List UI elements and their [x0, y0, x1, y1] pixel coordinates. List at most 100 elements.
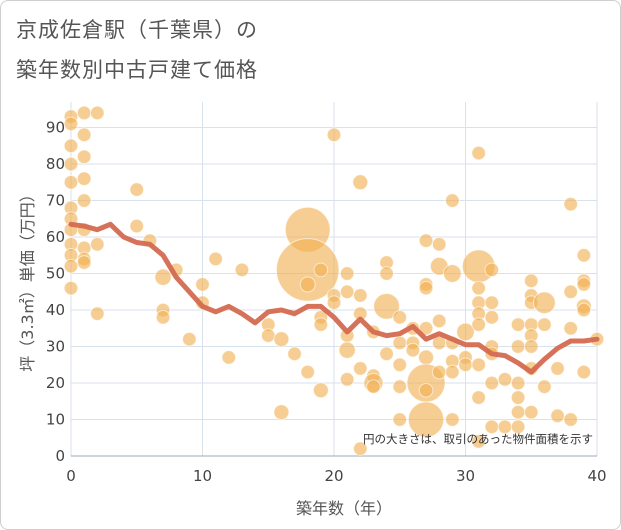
- bubble-point: [523, 404, 539, 420]
- bubble-point: [563, 196, 579, 212]
- bubble-point: [338, 341, 356, 359]
- bubble-point: [418, 320, 434, 336]
- bubble-point: [260, 328, 276, 343]
- bubble-point: [90, 105, 105, 121]
- y-tick-label: 60: [46, 228, 65, 246]
- bubble-point: [90, 306, 105, 321]
- y-axis-label: 坪（3.3㎡）単価（万円）: [18, 186, 37, 371]
- bubble-point: [471, 317, 486, 332]
- bubble-point: [418, 349, 435, 366]
- x-tick-label: 40: [587, 467, 606, 485]
- bubble-point: [510, 375, 526, 391]
- bubble-point: [510, 390, 526, 405]
- bubble-point: [76, 255, 92, 270]
- bubble-point: [63, 258, 79, 274]
- bubble-point: [563, 284, 579, 300]
- bubble-point: [76, 127, 92, 143]
- bubble-point: [418, 280, 434, 296]
- bubble-size-note: 円の大きさは、取引のあった物件面積を示す: [363, 432, 593, 446]
- y-tick-label: 80: [46, 155, 65, 173]
- bubble-point: [484, 310, 500, 325]
- bubble-point: [339, 266, 355, 281]
- bubble-point: [221, 350, 237, 365]
- bubble-point: [326, 295, 342, 311]
- bubble-point: [407, 401, 445, 438]
- bubble-point: [155, 310, 171, 325]
- bubble-point: [576, 364, 592, 380]
- bubble-point: [76, 193, 92, 208]
- bubble-point: [287, 346, 302, 362]
- bubble-point: [471, 145, 486, 161]
- bubble-point: [392, 412, 408, 427]
- y-tick-label: 0: [55, 447, 65, 465]
- bubble-point: [510, 404, 526, 420]
- bubble-point: [418, 383, 434, 398]
- bubble-point: [63, 116, 79, 132]
- bubble-point: [76, 105, 92, 121]
- bubble-point: [366, 379, 381, 394]
- bubble-point: [418, 233, 434, 248]
- bubble-point: [299, 276, 316, 293]
- y-tick-label: 70: [46, 192, 65, 210]
- bubble-point: [443, 264, 462, 283]
- bubble-point: [275, 238, 340, 302]
- bubble-point: [353, 288, 368, 303]
- bubble-point: [76, 171, 92, 186]
- bubble-point: [195, 277, 210, 292]
- chart-title-line1: 京成佐倉駅（千葉県）の: [16, 18, 258, 42]
- y-tick-label: 40: [46, 301, 65, 319]
- bubble-point: [563, 412, 579, 427]
- bubble-point: [458, 357, 473, 373]
- bubble-point: [352, 174, 369, 191]
- x-tick-label: 0: [66, 467, 76, 485]
- bubble-point: [300, 364, 316, 380]
- bubble-point: [471, 280, 486, 296]
- y-tick-label: 20: [46, 374, 65, 392]
- bubble-point: [533, 291, 556, 315]
- bubble-point: [537, 317, 552, 332]
- bubble-point: [392, 335, 408, 351]
- bubble-point: [353, 441, 368, 457]
- bubble-point: [523, 339, 539, 354]
- bubble-point: [445, 364, 460, 380]
- bubble-point: [445, 412, 460, 427]
- bubble-point: [313, 262, 329, 278]
- bubble-point: [313, 317, 329, 332]
- x-tick-label: 20: [324, 467, 343, 485]
- bubble-point: [129, 182, 145, 197]
- bubble-point: [182, 331, 197, 347]
- y-tick-label: 30: [46, 338, 65, 356]
- bubble-point: [510, 317, 526, 332]
- bubble-point: [76, 149, 92, 165]
- bubble-point: [405, 342, 421, 358]
- bubble-point: [576, 302, 592, 318]
- bubble-point: [431, 237, 447, 252]
- bubble-point: [392, 379, 408, 394]
- y-tick-label: 10: [46, 411, 65, 429]
- x-tick-label: 10: [193, 467, 212, 485]
- bubble-point: [471, 390, 486, 405]
- bubble-point: [63, 174, 79, 190]
- bubble-point: [339, 284, 355, 300]
- x-tick-label: 30: [456, 467, 475, 485]
- bubble-point: [273, 331, 290, 348]
- bubble-point: [497, 372, 513, 387]
- bubble-point: [63, 156, 79, 172]
- bubble-point: [431, 364, 447, 380]
- bubble-point: [392, 310, 408, 325]
- bubble-point: [484, 375, 500, 391]
- bubble-point: [339, 372, 355, 387]
- bubble-point: [373, 292, 401, 320]
- y-axis-ticks: 0 10 20 30 40 50 60 70 80 90: [46, 119, 65, 465]
- bubble-point: [484, 262, 500, 278]
- bubble-point: [154, 268, 172, 286]
- bubble-point: [379, 346, 394, 362]
- chart-title-line2: 築年数別中古戸建て価格: [16, 58, 258, 82]
- bubble-point: [576, 277, 592, 292]
- bubble-point: [326, 127, 342, 143]
- x-axis-label: 築年数（年）: [296, 499, 392, 518]
- bubble-point: [510, 339, 526, 354]
- bubble-point: [312, 382, 329, 399]
- bubble-point: [445, 193, 460, 208]
